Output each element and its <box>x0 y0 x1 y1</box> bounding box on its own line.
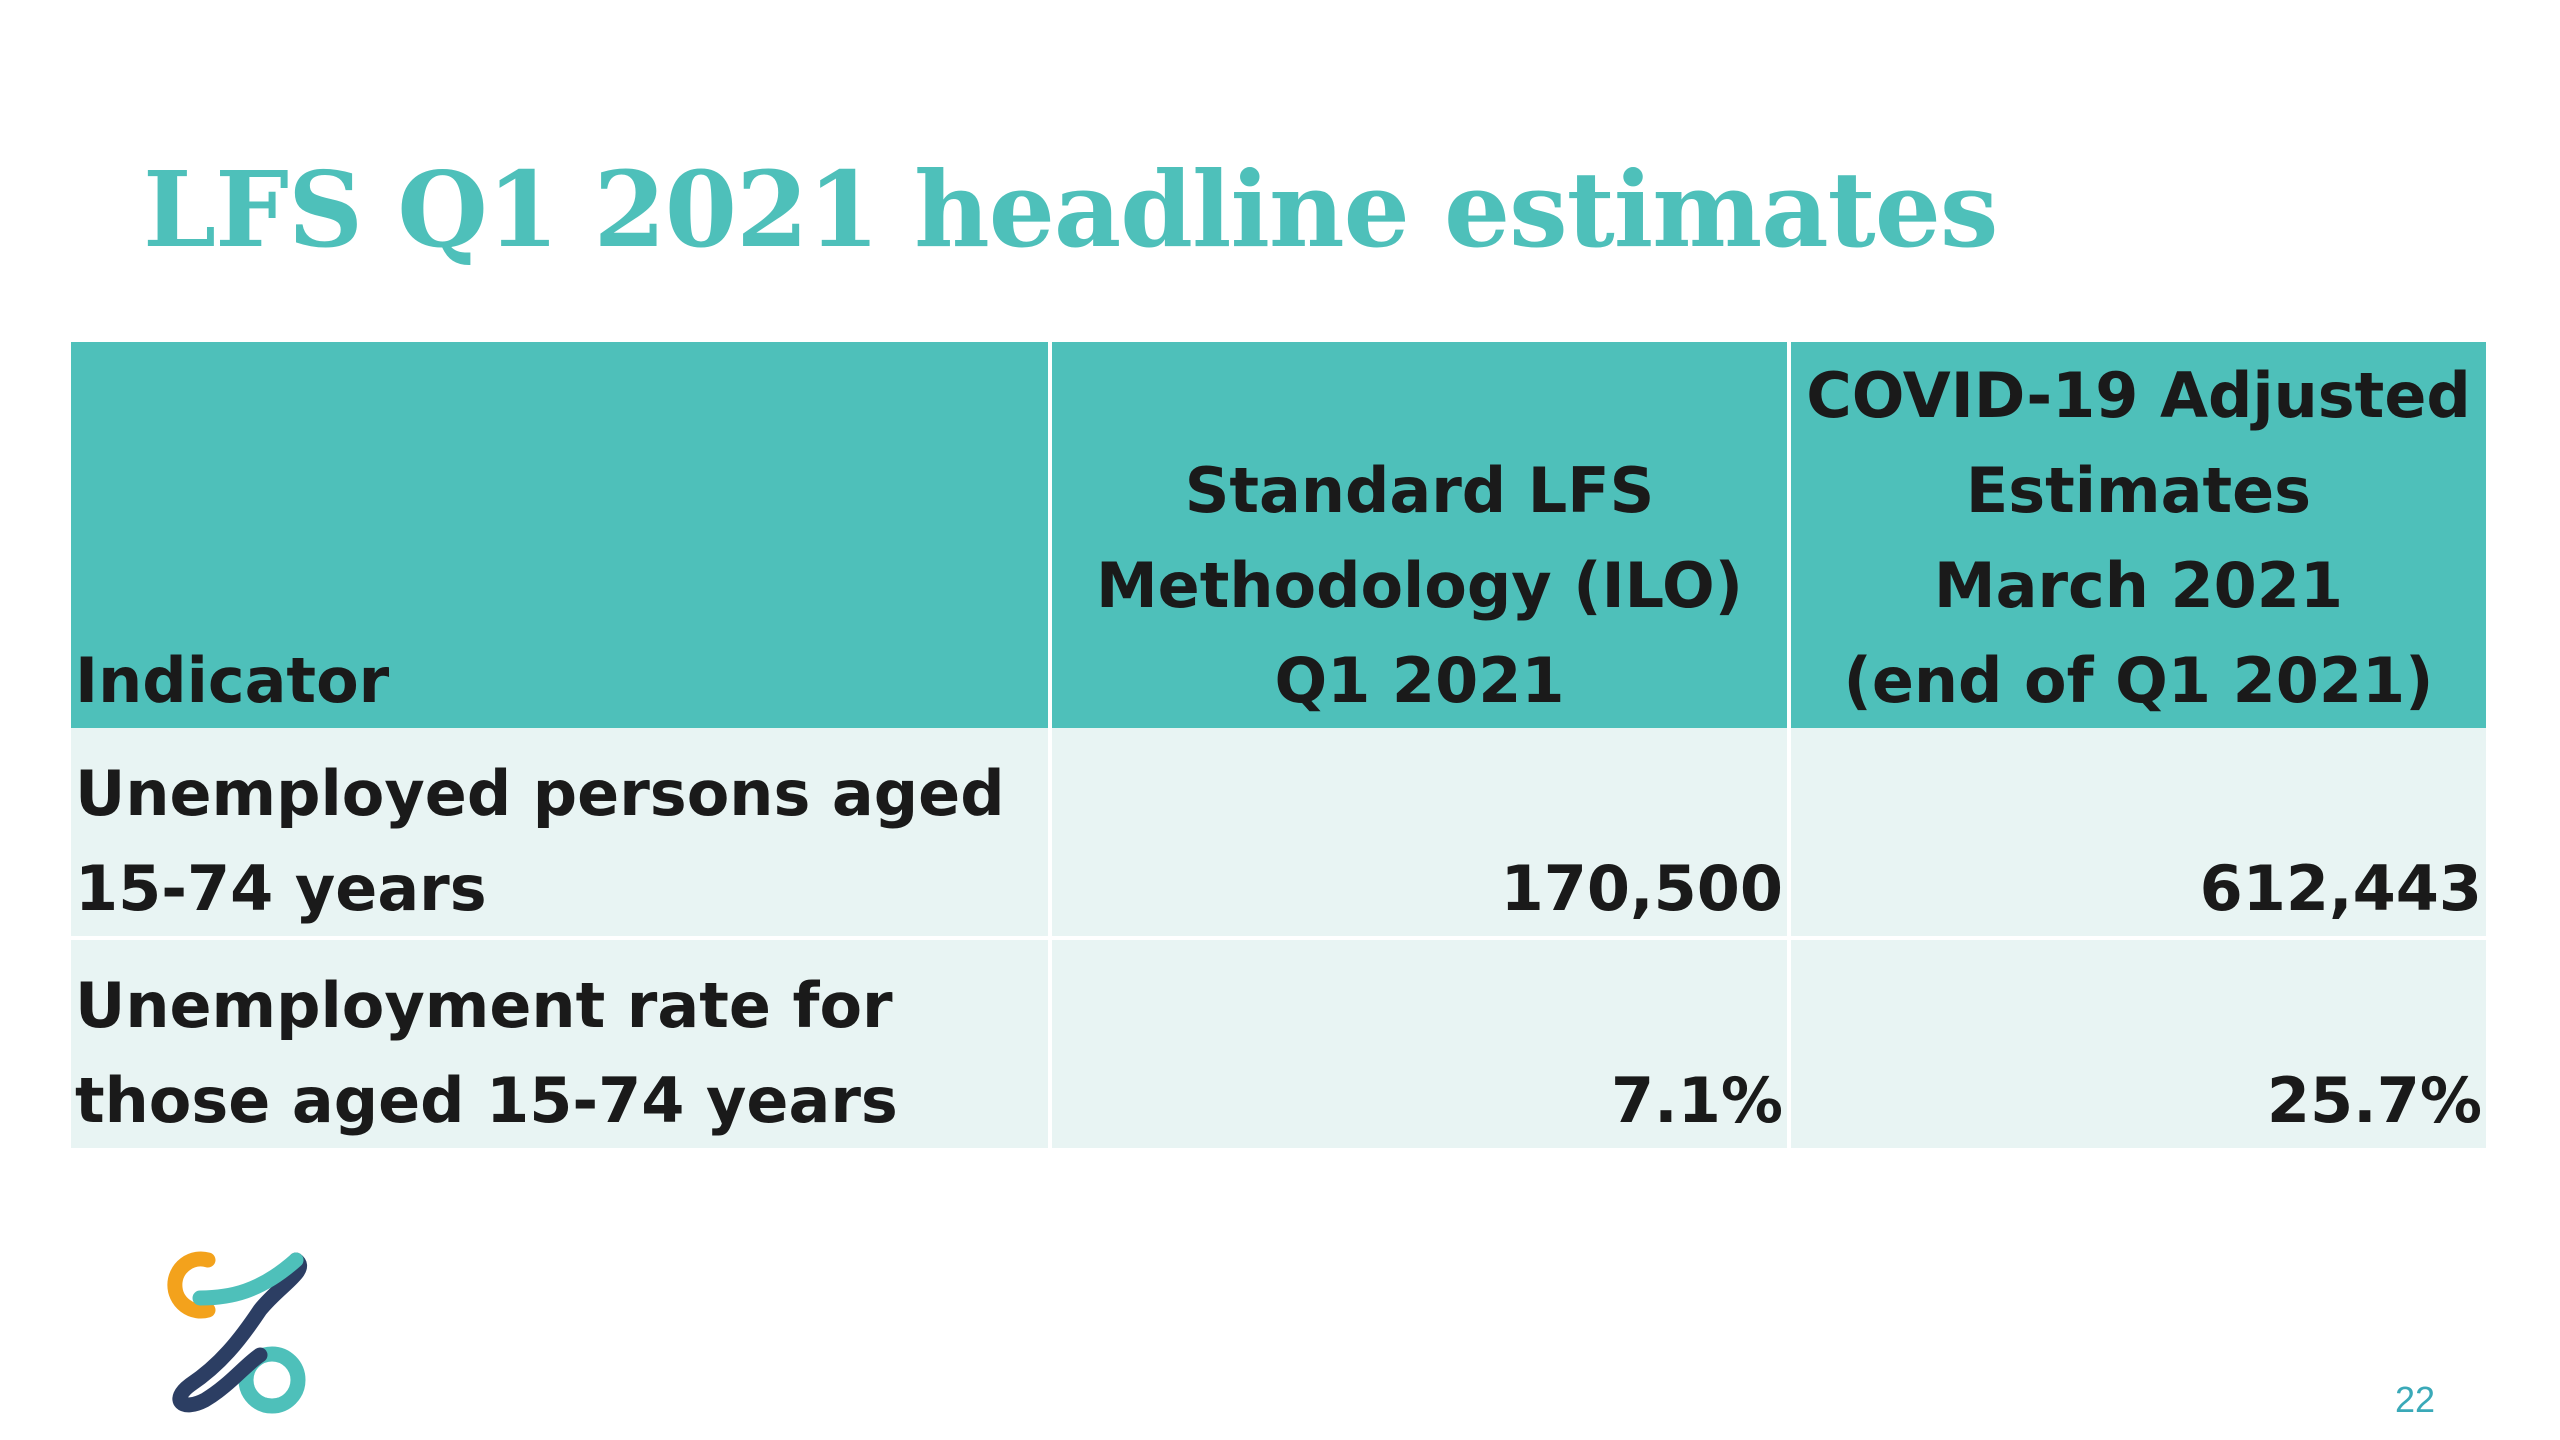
table-row: Unemployment rate for those aged 15-74 y… <box>71 936 2486 1148</box>
header-line: Q1 2021 <box>1274 644 1565 717</box>
estimates-table: Indicator Standard LFS Methodology (ILO)… <box>71 342 2486 1148</box>
header-line: Methodology (ILO) <box>1095 549 1744 622</box>
standard-value-cell: 170,500 <box>1048 728 1789 938</box>
header-standard-lfs: Standard LFS Methodology (ILO) Q1 2021 <box>1048 342 1789 728</box>
indicator-line: Unemployed persons aged <box>75 757 1005 830</box>
logo-icon <box>167 1251 307 1414</box>
indicator-cell: Unemployed persons aged 15-74 years <box>71 728 1050 938</box>
table-row: Unemployed persons aged 15-74 years 170,… <box>71 728 2486 938</box>
table-header-row: Indicator Standard LFS Methodology (ILO)… <box>71 342 2486 728</box>
indicator-line: Unemployment rate for <box>75 969 893 1042</box>
standard-value-cell: 7.1% <box>1048 936 1789 1148</box>
covid-adjusted-value-cell: 612,443 <box>1787 728 2486 938</box>
header-covid-adjusted: COVID-19 Adjusted Estimates March 2021 (… <box>1787 342 2486 728</box>
indicator-cell: Unemployment rate for those aged 15-74 y… <box>71 936 1050 1148</box>
header-line: March 2021 <box>1933 549 2344 622</box>
header-line: (end of Q1 2021) <box>1843 644 2434 717</box>
indicator-line: those aged 15-74 years <box>75 1064 898 1137</box>
page-number: 22 <box>2394 1379 2436 1420</box>
header-line: Standard LFS <box>1184 454 1655 527</box>
header-line: Indicator <box>75 644 390 717</box>
slide-title: LFS Q1 2021 headline estimates <box>143 148 1998 271</box>
header-line: COVID-19 Adjusted <box>1806 359 2471 432</box>
header-indicator: Indicator <box>71 342 1050 728</box>
indicator-line: 15-74 years <box>75 852 487 925</box>
header-line: Estimates <box>1965 454 2312 527</box>
covid-adjusted-value-cell: 25.7% <box>1787 936 2486 1148</box>
